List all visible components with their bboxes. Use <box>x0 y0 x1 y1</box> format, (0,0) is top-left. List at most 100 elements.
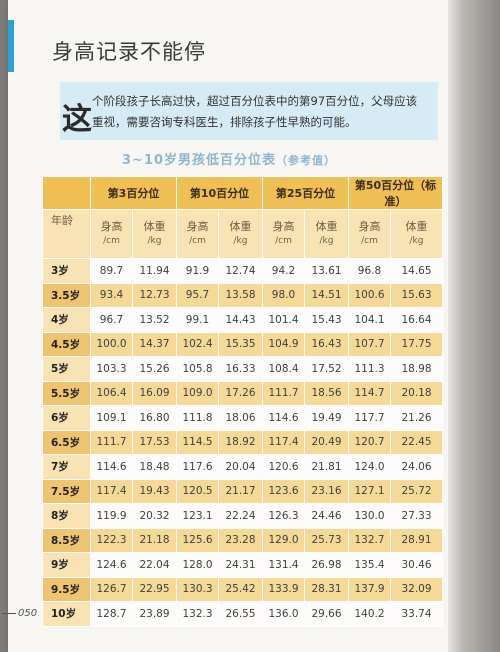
weight-cell: 26.55 <box>218 601 263 627</box>
weight-cell: 18.48 <box>132 454 177 480</box>
height-cell: 95.7 <box>176 282 219 308</box>
height-header: 身高/cm <box>262 209 305 259</box>
height-cell: 127.1 <box>348 478 391 504</box>
weight-cell: 26.98 <box>304 552 349 578</box>
page-edge <box>448 0 500 652</box>
weight-cell: 28.31 <box>304 576 349 602</box>
height-cell: 137.9 <box>348 576 391 602</box>
weight-cell: 17.26 <box>218 380 263 406</box>
weight-cell: 18.56 <box>304 380 349 406</box>
age-cell: 5.5岁 <box>42 380 91 406</box>
height-cell: 111.8 <box>176 405 219 431</box>
weight-cell: 13.61 <box>304 258 349 284</box>
height-cell: 124.0 <box>348 454 391 480</box>
age-cell: 4.5岁 <box>42 331 91 357</box>
weight-cell: 15.26 <box>132 356 177 382</box>
note-lead-char: 这 <box>62 102 92 137</box>
weight-cell: 32.09 <box>390 576 443 602</box>
weight-cell: 21.18 <box>132 527 177 553</box>
table-row: 9.5岁 126.7 22.95 130.3 25.42 133.9 28.31 137.9 3… <box>42 576 443 602</box>
height-cell: 89.7 <box>90 258 133 284</box>
height-cell: 130.3 <box>176 576 219 602</box>
blue-tab-marker <box>8 20 14 72</box>
table-row: 9岁 124.6 22.04 128.0 24.31 131.4 26.98 135.4 30.… <box>42 552 443 578</box>
table-row: 3岁 89.7 11.94 91.9 12.74 94.2 13.61 96.8 14.65 <box>42 258 443 284</box>
weight-cell: 13.52 <box>132 307 177 333</box>
weight-cell: 14.43 <box>218 307 263 333</box>
height-cell: 101.4 <box>262 307 305 333</box>
height-cell: 100.0 <box>90 331 133 357</box>
height-cell: 140.2 <box>348 601 391 627</box>
age-cell: 8岁 <box>42 503 91 529</box>
age-cell: 10岁 <box>42 601 91 627</box>
height-cell: 132.7 <box>348 527 391 553</box>
height-cell: 102.4 <box>176 331 219 357</box>
height-cell: 132.3 <box>176 601 219 627</box>
weight-cell: 16.80 <box>132 405 177 431</box>
table-row: 5岁 103.3 15.26 105.8 16.33 108.4 17.52 111.3 18.… <box>42 356 443 382</box>
table-row: 7岁 114.6 18.48 117.6 20.04 120.6 21.81 124.0 24.… <box>42 454 443 480</box>
weight-cell: 30.46 <box>390 552 443 578</box>
weight-cell: 27.33 <box>390 503 443 529</box>
weight-cell: 29.66 <box>304 601 349 627</box>
height-cell: 111.7 <box>262 380 305 406</box>
group-header: 第3百分位 <box>90 176 177 210</box>
age-cell: 7岁 <box>42 454 91 480</box>
weight-cell: 15.43 <box>304 307 349 333</box>
height-cell: 94.2 <box>262 258 305 284</box>
height-cell: 136.0 <box>262 601 305 627</box>
weight-cell: 15.63 <box>390 282 443 308</box>
weight-cell: 21.26 <box>390 405 443 431</box>
height-cell: 124.6 <box>90 552 133 578</box>
height-header: 身高/cm <box>176 209 219 259</box>
weight-cell: 22.04 <box>132 552 177 578</box>
weight-cell: 25.73 <box>304 527 349 553</box>
weight-cell: 18.06 <box>218 405 263 431</box>
height-cell: 99.1 <box>176 307 219 333</box>
age-cell: 8.5岁 <box>42 527 91 553</box>
height-cell: 125.6 <box>176 527 219 553</box>
percentile-table: 第3百分位 第10百分位 第25百分位 第50百分位（标准） 年龄 身高/cm … <box>42 176 443 627</box>
height-cell: 103.3 <box>90 356 133 382</box>
height-cell: 108.4 <box>262 356 305 382</box>
group-header-blank <box>42 176 91 210</box>
weight-cell: 11.94 <box>132 258 177 284</box>
height-cell: 126.3 <box>262 503 305 529</box>
height-cell: 114.7 <box>348 380 391 406</box>
height-cell: 104.9 <box>262 331 305 357</box>
page-number: 050 <box>2 608 37 619</box>
height-cell: 120.7 <box>348 429 391 455</box>
height-cell: 114.6 <box>262 405 305 431</box>
weight-cell: 14.65 <box>390 258 443 284</box>
page-title: 身高记录不能停 <box>52 40 206 64</box>
height-cell: 109.1 <box>90 405 133 431</box>
weight-cell: 16.09 <box>132 380 177 406</box>
note-text: 个阶段孩子长高过快，超过百分位表中的第97百分位，父母应该重视，需要咨询专科医生… <box>92 94 418 129</box>
height-cell: 105.8 <box>176 356 219 382</box>
table-title: 3~10岁男孩低百分位表（参考值） <box>122 149 336 168</box>
weight-cell: 28.91 <box>390 527 443 553</box>
weight-cell: 21.17 <box>218 478 263 504</box>
group-header: 第25百分位 <box>262 176 349 210</box>
weight-cell: 20.49 <box>304 429 349 455</box>
weight-header: 体重/kg <box>218 209 263 259</box>
weight-cell: 12.73 <box>132 282 177 308</box>
height-cell: 91.9 <box>176 258 219 284</box>
weight-header: 体重/kg <box>390 209 443 259</box>
height-cell: 131.4 <box>262 552 305 578</box>
weight-cell: 23.28 <box>218 527 263 553</box>
height-cell: 96.7 <box>90 307 133 333</box>
weight-cell: 24.06 <box>390 454 443 480</box>
weight-cell: 20.32 <box>132 503 177 529</box>
weight-cell: 17.52 <box>304 356 349 382</box>
height-header: 身高/cm <box>90 209 133 259</box>
weight-cell: 25.42 <box>218 576 263 602</box>
weight-cell: 22.24 <box>218 503 263 529</box>
age-cell: 6岁 <box>42 405 91 431</box>
weight-cell: 16.33 <box>218 356 263 382</box>
height-cell: 117.4 <box>262 429 305 455</box>
height-cell: 117.7 <box>348 405 391 431</box>
weight-header: 体重/kg <box>304 209 349 259</box>
height-cell: 122.3 <box>90 527 133 553</box>
table-row: 5.5岁 106.4 16.09 109.0 17.26 111.7 18.56 114.7 2… <box>42 380 443 406</box>
